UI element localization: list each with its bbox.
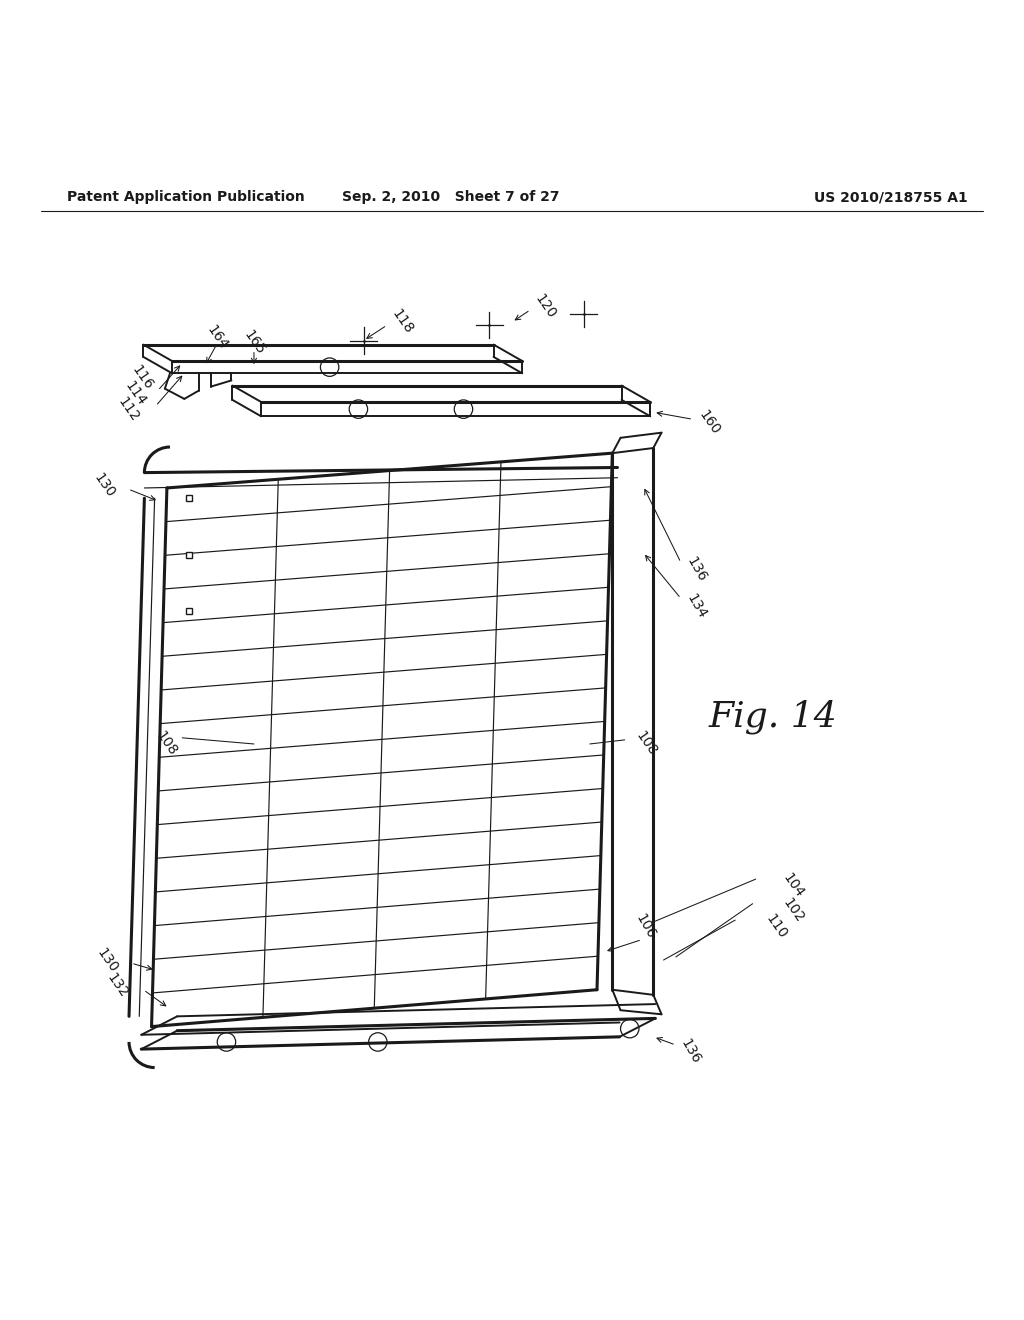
Text: 136: 136 bbox=[684, 554, 710, 585]
Text: 130: 130 bbox=[91, 471, 118, 500]
Text: 118: 118 bbox=[389, 308, 416, 337]
Text: 110: 110 bbox=[763, 911, 790, 941]
Text: 108: 108 bbox=[633, 729, 659, 759]
Text: Patent Application Publication: Patent Application Publication bbox=[67, 190, 304, 205]
Text: 114: 114 bbox=[122, 379, 148, 409]
Text: 102: 102 bbox=[780, 896, 807, 925]
Text: 132: 132 bbox=[104, 970, 131, 1001]
Text: 164: 164 bbox=[204, 322, 230, 352]
Text: 160: 160 bbox=[696, 408, 723, 437]
Text: 104: 104 bbox=[780, 870, 807, 900]
Text: 108: 108 bbox=[153, 729, 179, 759]
Text: 112: 112 bbox=[115, 395, 141, 424]
Text: 136: 136 bbox=[678, 1036, 703, 1067]
Text: US 2010/218755 A1: US 2010/218755 A1 bbox=[814, 190, 968, 205]
Text: Fig. 14: Fig. 14 bbox=[709, 700, 838, 734]
Text: Sep. 2, 2010   Sheet 7 of 27: Sep. 2, 2010 Sheet 7 of 27 bbox=[342, 190, 559, 205]
Text: 165: 165 bbox=[241, 327, 267, 358]
Text: 134: 134 bbox=[684, 591, 710, 622]
Text: 120: 120 bbox=[532, 292, 559, 322]
Text: 116: 116 bbox=[129, 363, 156, 392]
Text: 130: 130 bbox=[94, 945, 121, 975]
Text: 106: 106 bbox=[633, 911, 658, 941]
